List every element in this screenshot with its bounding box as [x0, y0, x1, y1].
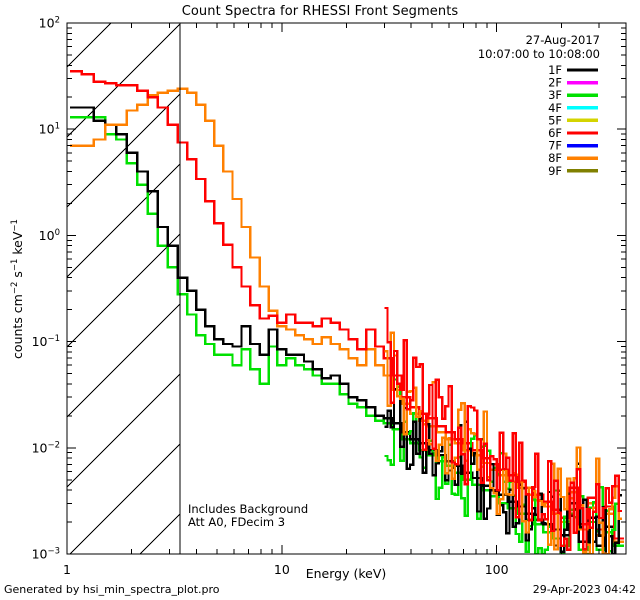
svg-text:counts cm−2 s−1 keV−1: counts cm−2 s−1 keV−1 — [10, 219, 25, 359]
legend-label-9f: 9F — [548, 164, 562, 178]
legend-label-7f: 7F — [548, 139, 562, 153]
y-tick-label: 10−2 — [32, 440, 60, 455]
y-tick-label: 10−3 — [32, 547, 60, 562]
legend-label-3f: 3F — [548, 88, 562, 102]
y-tick-label: 10−1 — [32, 334, 60, 349]
axis-ticks — [66, 22, 627, 555]
legend-label-8f: 8F — [548, 151, 562, 165]
spectrum-curve-3f — [70, 115, 625, 551]
x-tick-label: 1 — [63, 562, 71, 577]
y-tick-label: 100 — [39, 228, 60, 243]
footer-generator: Generated by hsi_min_spectra_plot.pro — [4, 583, 220, 596]
y-axis-tick-labels: 102 101 100 10−1 10−2 10−3 — [32, 16, 60, 562]
legend-label-1f: 1F — [548, 63, 562, 77]
x-axis-tick-labels: 1 10 100 — [63, 562, 509, 577]
x-tick-label: 100 — [485, 562, 509, 577]
spectrum-curve-8f — [70, 87, 625, 544]
observation-time-range: 10:07:00 to 10:08:00 — [478, 47, 600, 61]
legend-label-2f: 2F — [548, 76, 562, 90]
spectrum-tail-noise-6f — [384, 306, 622, 552]
observation-date: 27-Aug-2017 — [526, 33, 600, 47]
spectra-curves — [70, 70, 625, 554]
annotation-includes-background: Includes Background — [188, 502, 308, 516]
y-axis-title: counts cm−2 s−1 keV−1 — [10, 219, 25, 359]
plot-frame — [66, 22, 627, 555]
x-tick-label: 10 — [274, 562, 290, 577]
legend-label-4f: 4F — [548, 101, 562, 115]
page-title: Count Spectra for RHESSI Front Segments — [181, 4, 459, 19]
spectrum-tail-noise-8f — [384, 331, 622, 554]
annotation-attenuator-state: Att A0, FDecim 3 — [188, 515, 285, 529]
y-tick-label: 101 — [39, 122, 60, 137]
y-tick-label: 102 — [39, 16, 60, 31]
spectrum-tail-noise-1f — [384, 388, 622, 554]
footer-timestamp: 29-Apr-2023 04:42 — [533, 583, 636, 596]
x-axis-title: Energy (keV) — [306, 566, 387, 581]
legend-label-5f: 5F — [548, 113, 562, 127]
spectrum-curve-6f — [70, 70, 625, 540]
spectrum-curve-1f — [70, 106, 625, 547]
legend-label-6f: 6F — [548, 126, 562, 140]
